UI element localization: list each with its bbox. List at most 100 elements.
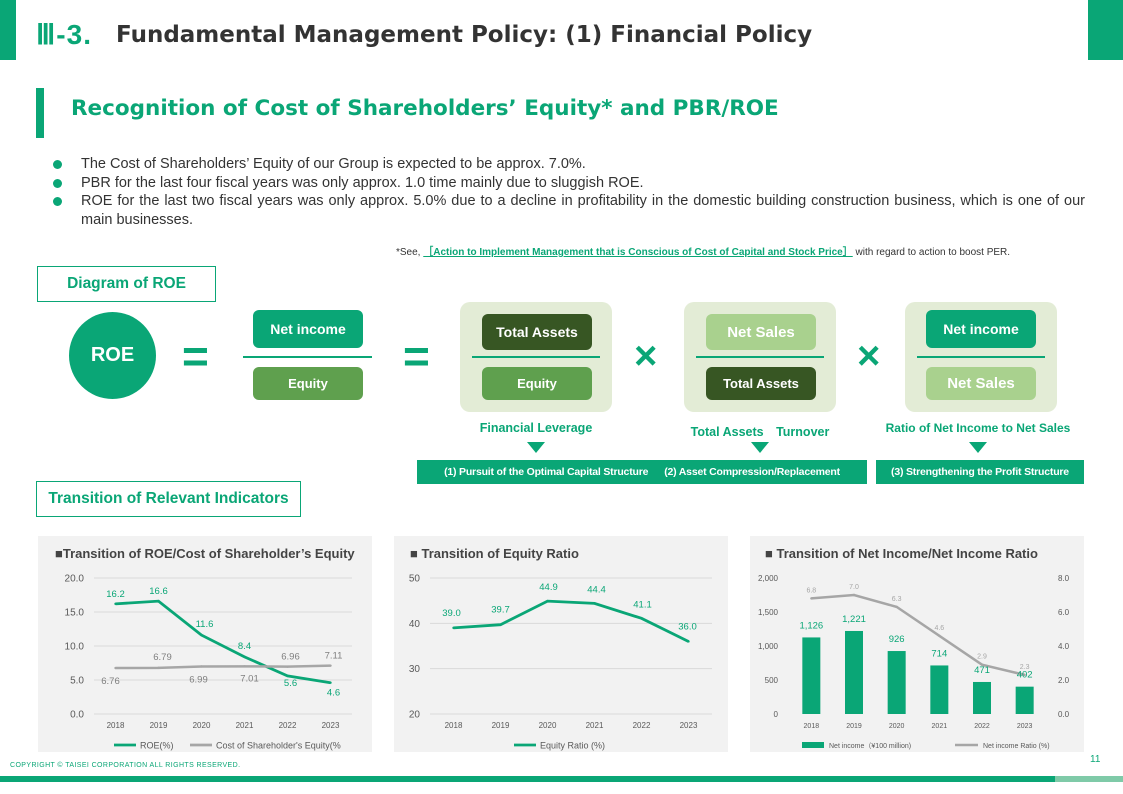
x-tick-label: 2019 [492, 721, 510, 730]
y-tick-label: 50 [409, 574, 421, 585]
data-point [286, 665, 289, 668]
data-point [895, 605, 898, 609]
bar [973, 681, 991, 714]
bullet-item: The Cost of Shareholders’ Equity of our … [50, 155, 1085, 174]
capital-cost-link[interactable]: ［Action to Implement Management that is … [423, 247, 853, 258]
y-tick-label: 20.0 [65, 574, 85, 585]
bar [802, 637, 821, 714]
fraction-line [472, 356, 600, 358]
x-tick-label: 2022 [633, 721, 651, 730]
financial-leverage-caption: Financial Leverage [479, 421, 593, 435]
equity-box: Equity [253, 367, 363, 400]
section-number: Ⅲ-3. [36, 19, 92, 50]
fraction-line [243, 356, 372, 358]
x-tick-label: 2022 [279, 721, 297, 730]
data-point [200, 633, 203, 637]
bar [1015, 686, 1034, 714]
roe-circle: ROE [69, 312, 156, 399]
legend-label: ROE(%) [140, 741, 174, 751]
data-point [114, 602, 117, 606]
data-label: 5.6 [284, 678, 297, 689]
net-income-ratio-caption: Ratio of Net Income to Net Sales [885, 421, 1071, 435]
data-point [329, 681, 332, 684]
x-tick-label: 2022 [974, 723, 990, 730]
footnote: *See, ［Action to Implement Management th… [396, 247, 1011, 258]
page-number: 11 [1090, 754, 1101, 765]
bar [930, 665, 949, 714]
fraction-line [696, 356, 824, 358]
legend-label: Net income（¥100 million) [829, 742, 911, 750]
initiative-capital-structure: (1) Pursuit of the Optimal Capital Struc… [444, 466, 649, 478]
line-data-label: 6.8 [806, 587, 816, 594]
x-tick-label: 2020 [193, 721, 211, 730]
x-tick-label: 2019 [846, 723, 862, 730]
bullet-list: The Cost of Shareholders’ Equity of our … [50, 155, 1085, 229]
subtitle-accent-bar [36, 88, 44, 138]
bar [845, 630, 863, 714]
y-tick-label: 500 [765, 676, 779, 685]
data-point [157, 599, 160, 603]
data-label: 6.96 [281, 652, 300, 663]
data-label: 6.76 [101, 676, 120, 687]
roe-chart: 0.0 5.0 10.0 15.0 20.0 2018 2019 2020 2021 2022 20… [65, 574, 352, 751]
bar [887, 651, 906, 714]
series-line [115, 599, 331, 685]
y-tick-label: 2,000 [758, 574, 779, 583]
data-label: 39.7 [491, 605, 510, 616]
legend-swatch [802, 742, 824, 748]
y2-tick-label: 8.0 [1058, 574, 1070, 583]
data-label: 8.4 [238, 641, 251, 652]
down-arrow-icon [751, 442, 769, 453]
initiative-asset-compression: (2) Asset Compression/Replacement [664, 466, 840, 478]
bar-data-label: 402 [1017, 670, 1033, 681]
series-line [115, 664, 331, 670]
legend-label: Net income Ratio (%) [983, 743, 1050, 750]
line-data-label: 6.3 [892, 596, 902, 603]
y-tick-label: 40 [409, 619, 421, 630]
y2-tick-label: 0.0 [1058, 710, 1070, 719]
data-label: 16.6 [149, 586, 168, 597]
equity-box: Equity [482, 367, 592, 400]
net-sales-box: Net Sales [926, 367, 1036, 400]
line-data-label: 2.9 [977, 654, 987, 661]
data-point [243, 655, 246, 659]
y-tick-label: 30 [409, 664, 421, 675]
line-data-label: 4.6 [934, 625, 944, 632]
line-data-label: 7.0 [849, 584, 859, 591]
down-arrow-icon [527, 442, 545, 453]
x-tick-label: 2020 [889, 723, 905, 730]
x-tick-label: 2020 [539, 721, 557, 730]
y2-tick-label: 6.0 [1058, 608, 1070, 617]
data-point [329, 664, 332, 667]
data-point [593, 602, 596, 605]
asset-turnover-caption: Total Assets Turnover [690, 425, 830, 439]
data-point [938, 634, 941, 637]
footer-bar [0, 776, 1055, 782]
data-point [452, 626, 455, 630]
data-label: 44.9 [539, 582, 558, 593]
bar-data-label: 714 [931, 648, 947, 659]
net-sales-box: Net Sales [706, 314, 816, 350]
bullet-dot-icon [53, 160, 62, 169]
data-point [546, 599, 549, 603]
multiply-icon: × [857, 334, 881, 378]
bullet-item: PBR for the last four fiscal years was o… [50, 174, 1085, 193]
x-tick-label: 2018 [804, 723, 820, 730]
data-point [200, 665, 203, 668]
net-income-box: Net income [926, 310, 1036, 348]
diagram-of-roe-label: Diagram of ROE [37, 266, 216, 302]
multiply-icon: × [634, 334, 658, 378]
data-label: 36.0 [678, 621, 697, 632]
data-point [687, 640, 690, 643]
data-point [810, 597, 813, 600]
data-label: 6.79 [153, 652, 172, 663]
y-tick-label: 10.0 [65, 642, 85, 653]
data-label: 11.6 [196, 619, 214, 630]
data-point [114, 666, 117, 670]
legend-label: Cost of Shareholder's Equity(% [216, 741, 341, 751]
bar-data-label: 926 [889, 634, 905, 645]
fraction-line [917, 356, 1045, 358]
total-assets-box: Total Assets [706, 367, 816, 400]
page-title: Fundamental Management Policy: (1) Finan… [116, 22, 813, 48]
roe-chart-panel: ■Transition of ROE/Cost of Shareholder’s… [38, 536, 372, 752]
